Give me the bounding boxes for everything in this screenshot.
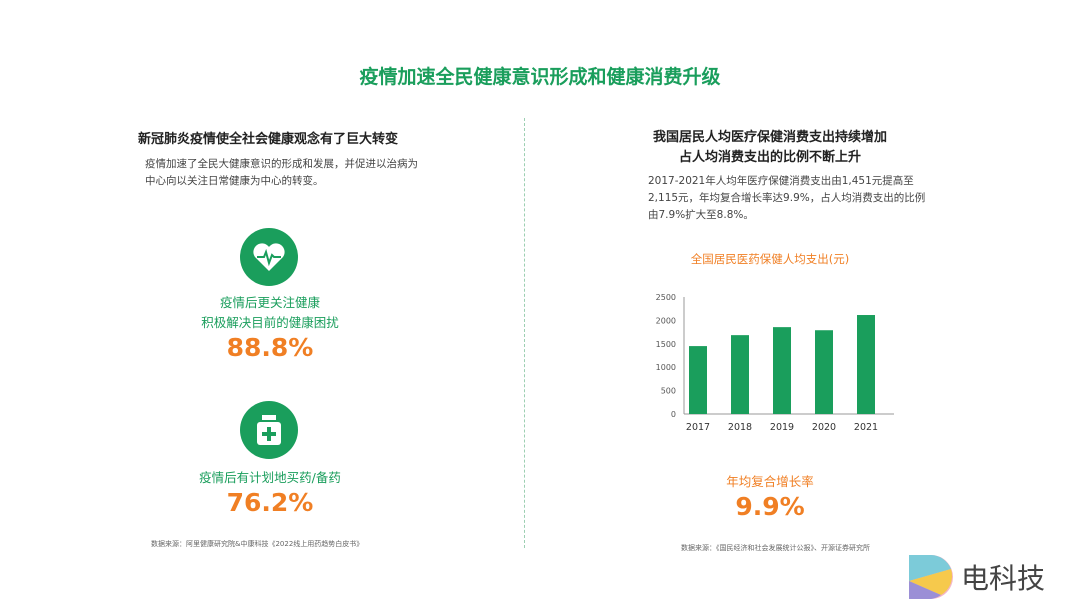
cagr-label: 年均复合增长率 [726, 474, 814, 489]
stat1-value: 88.8% [226, 333, 314, 362]
heart-pulse-icon [240, 228, 298, 286]
y-tick-label: 2000 [656, 316, 676, 325]
right-heading2: 占人均消费支出的比例不断上升 [678, 150, 861, 165]
y-tick-label: 0 [671, 410, 676, 419]
right-source: 数据来源：《国民经济和社会发展统计公报》、开源证券研究所 [681, 544, 870, 552]
bar-2019 [773, 327, 791, 414]
cagr-value: 9.9% [735, 492, 805, 521]
left-source: 数据来源：阿里健康研究院&中康科技《2022线上用药趋势白皮书》 [151, 540, 364, 548]
right-heading1: 我国居民人均医疗保健消费支出持续增加 [652, 130, 887, 145]
x-tick-label: 2017 [686, 422, 710, 433]
page-title: 疫情加速全民健康意识形成和健康消费升级 [359, 66, 721, 88]
stat2-label1: 疫情后有计划地买药/备药 [199, 470, 341, 485]
divider [524, 118, 525, 548]
stat1-label1: 疫情后更关注健康 [219, 295, 320, 310]
left-heading: 新冠肺炎疫情使全社会健康观念有了巨大转变 [138, 132, 399, 147]
bar-chart: 0 500 1000 1500 2000 2500 2017 2018 2019 2020 2021 [656, 293, 894, 433]
logo: 电科技 [905, 551, 1045, 603]
right-desc-line2: 2,115元，年均复合增长率达9.9%，占人均消费支出的比例 [648, 192, 926, 204]
bar-2017 [689, 346, 707, 414]
x-tick-label: 2019 [770, 422, 794, 433]
medicine-bottle-icon [240, 401, 298, 459]
x-tick-label: 2021 [854, 422, 878, 433]
x-tick-label: 2018 [728, 422, 752, 433]
x-tick-label: 2020 [812, 422, 836, 433]
bar-2018 [731, 335, 749, 414]
stat1-label2: 积极解决目前的健康困扰 [201, 315, 339, 330]
y-tick-label: 500 [661, 387, 676, 396]
right-desc-line3: 由7.9%扩大至8.8%。 [648, 209, 754, 221]
right-desc-line1: 2017-2021年人均年医疗保健消费支出由1,451元提高至 [648, 175, 914, 187]
bar-2020 [815, 330, 833, 414]
logo-text: 电科技 [961, 562, 1046, 595]
left-desc-line2: 中心向以关注日常健康为中心的转变。 [145, 175, 324, 187]
y-tick-label: 2500 [656, 293, 676, 302]
bar-2021 [857, 315, 875, 414]
stat2-value: 76.2% [226, 488, 314, 517]
y-tick-label: 1500 [656, 340, 676, 349]
y-tick-label: 1000 [656, 363, 676, 372]
logo-icon [909, 555, 953, 599]
left-desc-line1: 疫情加速了全民大健康意识的形成和发展，并促进以治病为 [145, 158, 418, 170]
chart-title: 全国居民医药保健人均支出(元) [690, 252, 850, 266]
